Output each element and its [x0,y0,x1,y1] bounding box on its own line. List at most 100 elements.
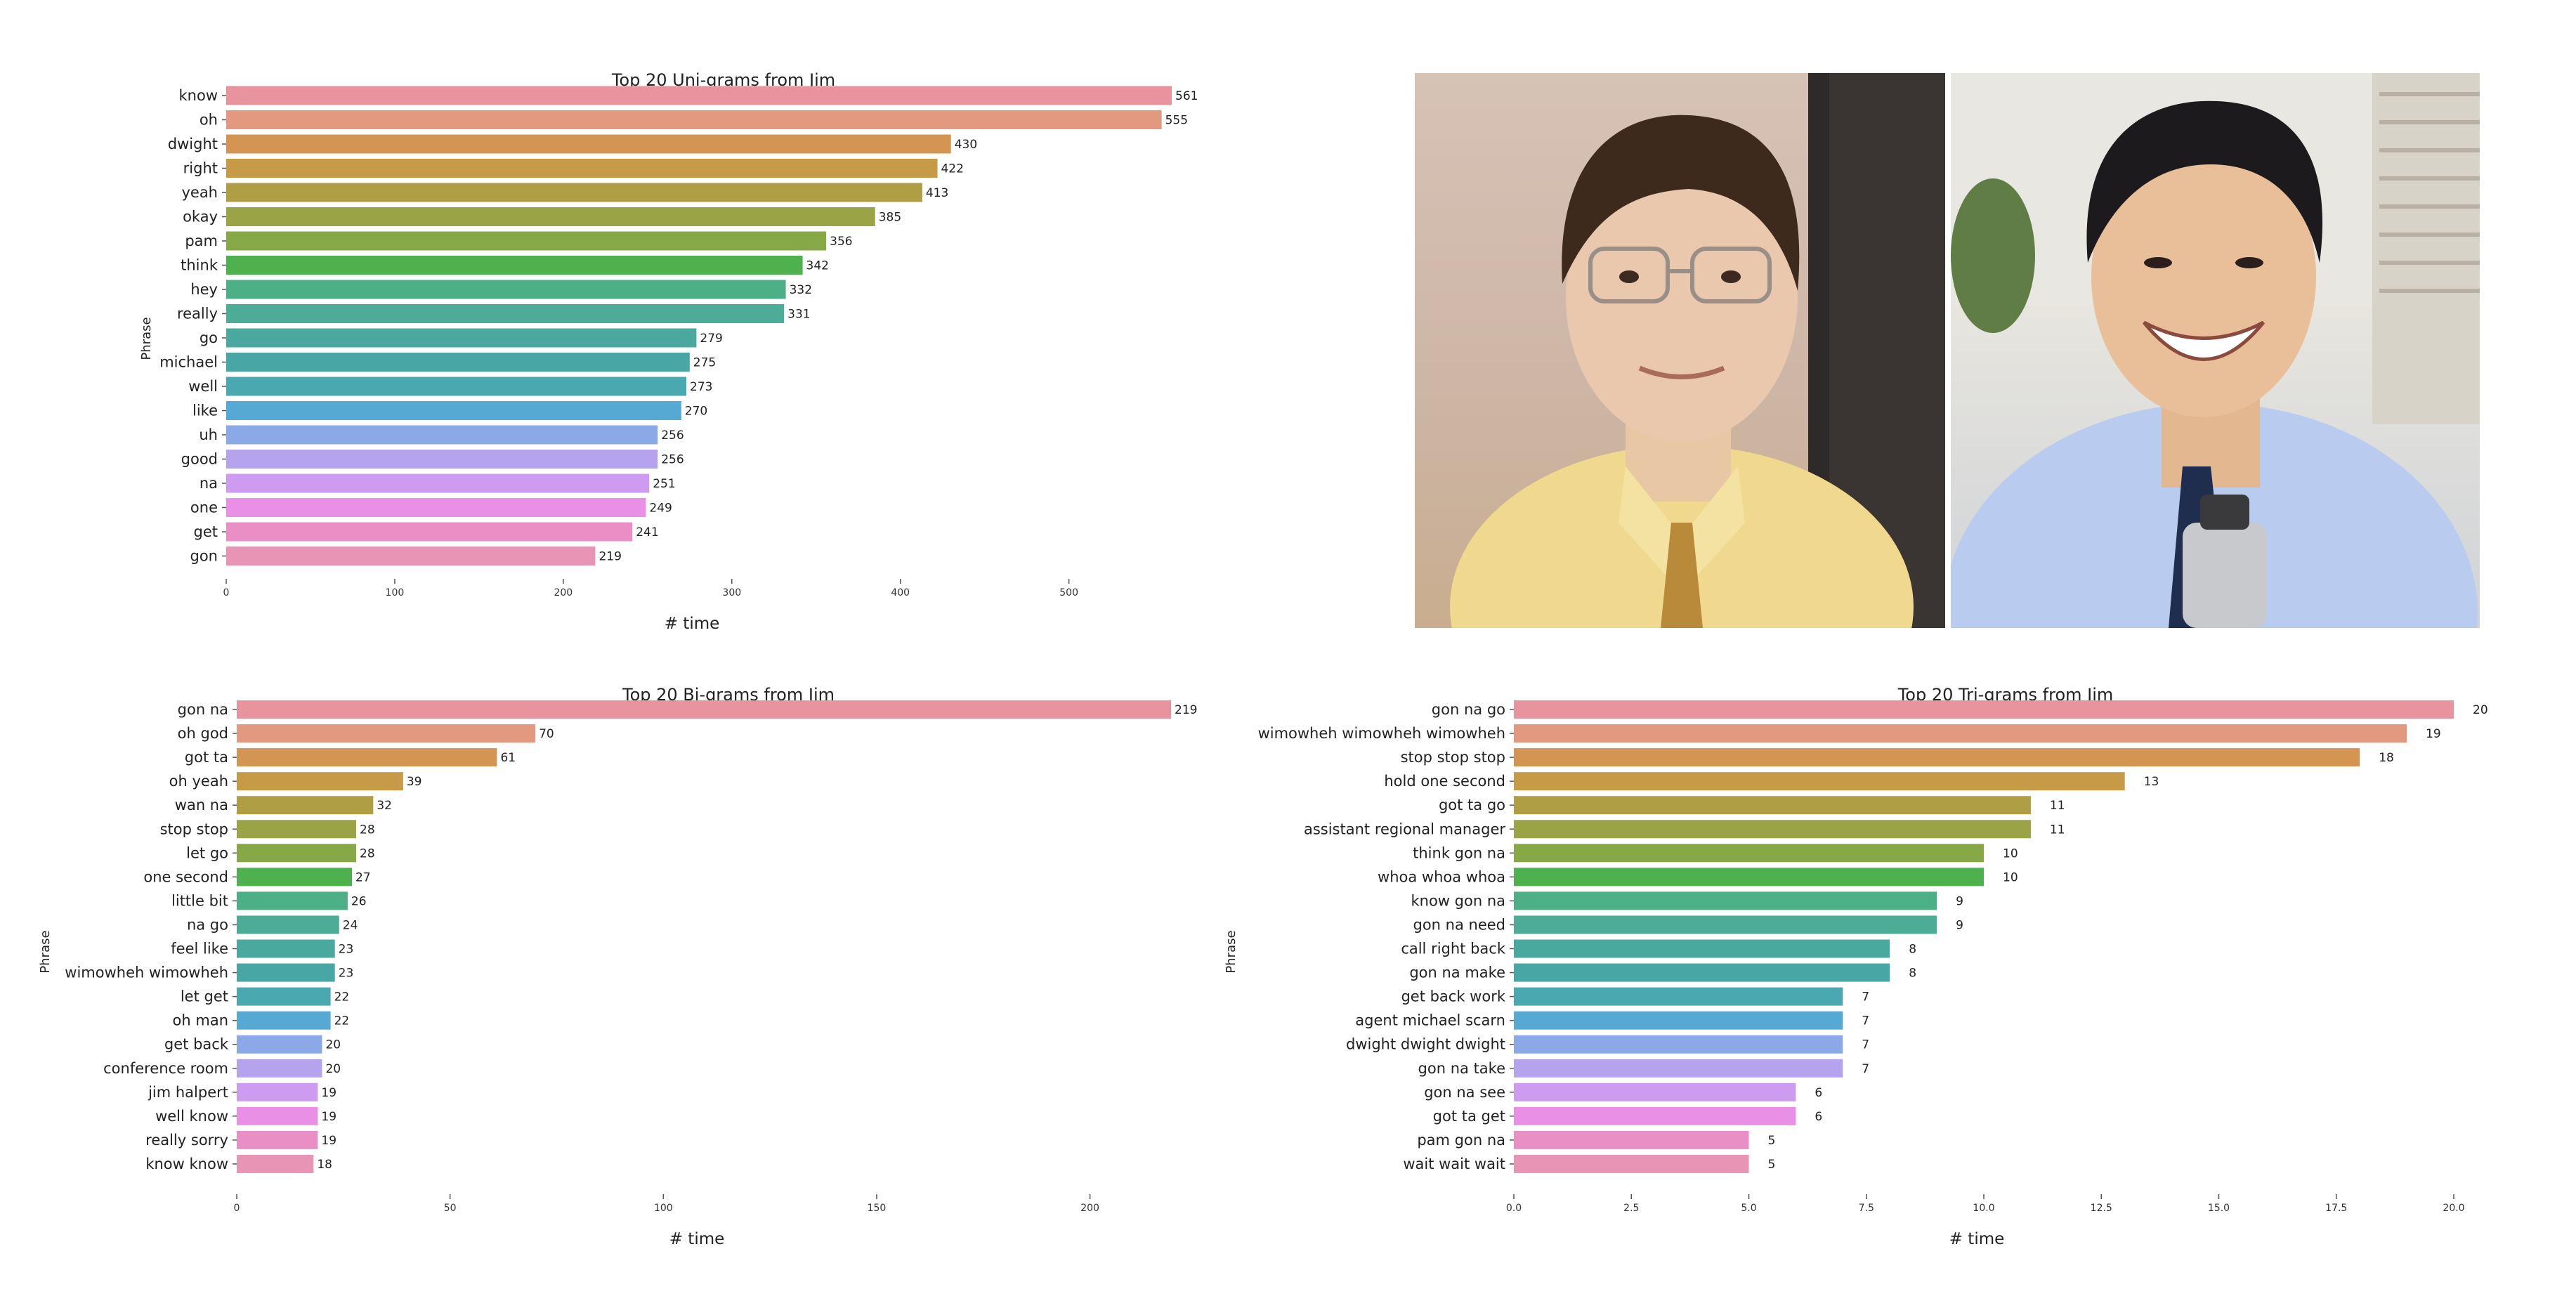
data-label: 18 [2379,751,2394,765]
data-label: 11 [2050,823,2065,837]
data-label: 275 [693,356,716,370]
category-label: dwight [168,136,218,152]
data-label: 555 [1165,114,1188,128]
data-label: 22 [334,990,350,1005]
x-tick-label: 20.0 [2443,1203,2464,1214]
data-label: 561 [1175,89,1198,103]
data-label: 19 [321,1110,336,1124]
bar [1514,939,1890,958]
bar [1514,724,2407,743]
category-label: think [181,257,218,274]
bar [226,110,1162,129]
data-label: 279 [700,332,722,346]
bar [237,1011,331,1030]
data-label: 273 [690,380,712,394]
bar [237,1035,322,1054]
category-label: good [181,451,218,468]
category-label: let get [181,988,228,1005]
data-label: 8 [1909,967,1916,981]
category-label: know know [145,1156,228,1172]
data-label: 28 [360,846,375,861]
x-tick-label: 0 [234,1203,240,1214]
photo-right [1951,73,2480,628]
category-label: call right back [1401,941,1506,957]
bar [226,547,596,565]
category-label: gon na need [1413,916,1506,933]
bar [237,939,335,958]
data-label: 10 [2003,846,2018,861]
person-portrait-icon [1450,73,1945,628]
category-label: gon na [178,701,228,718]
data-label: 20 [325,1062,341,1076]
bar [237,724,536,743]
bar [1514,772,2125,791]
data-label: 5 [1768,1158,1776,1172]
data-label: 26 [351,894,367,908]
category-label: dwight dwight dwight [1346,1036,1505,1053]
data-label: 19 [321,1086,336,1100]
data-label: 422 [941,162,963,176]
bar [237,1059,322,1078]
person-portrait-icon [1951,73,2480,628]
x-tick-label: 17.5 [2325,1203,2347,1214]
category-label: wimowheh wimowheh [65,964,228,981]
bar [237,1154,314,1173]
data-label: 430 [955,138,977,152]
bar [237,1130,318,1149]
bigram-chart: Top 20 Bi-grams from Jim gon na 219 oh god 7… [0,653,1236,1286]
bar [226,159,938,178]
x-tick-label: 50 [444,1203,457,1214]
bar [1514,868,1984,887]
bar [1514,796,2031,815]
data-label: 256 [661,429,684,443]
bar [237,963,335,982]
data-label: 332 [790,283,812,297]
x-tick-label: 12.5 [2091,1203,2112,1214]
data-label: 9 [1956,894,1963,908]
category-label: got ta [185,749,228,766]
category-label: gon [190,548,218,565]
category-label: one [190,499,218,516]
data-label: 7 [1862,990,1869,1005]
category-label: got ta go [1439,797,1505,813]
data-label: 6 [1815,1086,1822,1100]
data-label: 28 [360,823,375,837]
data-label: 6 [1815,1110,1822,1124]
data-label: 39 [407,775,422,789]
category-label: let go [186,844,228,861]
category-label: wait wait wait [1403,1156,1505,1172]
data-label: 70 [539,727,554,741]
category-label: pam gon na [1417,1132,1505,1149]
x-tick-label: 200 [554,587,573,599]
category-label: get [194,523,218,540]
bar [226,207,875,226]
category-label: like [192,403,218,419]
x-tick-label: 400 [891,587,910,599]
category-label: michael [159,354,218,371]
category-label: feel like [171,941,228,957]
data-label: 219 [1175,703,1197,717]
category-label: gon na take [1418,1060,1505,1077]
x-tick-label: 2.5 [1623,1203,1639,1214]
data-label: 24 [343,918,358,932]
category-label: gon na see [1424,1084,1505,1101]
bar [1514,963,1890,982]
bar [226,256,803,275]
bar [1514,1106,1796,1125]
trigram-chart: Top 20 Tri-grams from Jim gon na go 20 wimo… [1208,653,2557,1286]
data-label: 241 [636,525,658,539]
category-label: whoa whoa whoa [1378,868,1505,885]
bar [226,328,697,348]
data-label: 219 [599,550,621,564]
category-label: jim halpert [148,1084,228,1101]
data-label: 13 [2144,775,2159,789]
data-label: 32 [377,799,392,813]
data-label: 413 [926,186,948,200]
bar [226,304,785,323]
category-label: right [183,160,218,177]
category-label: got ta get [1433,1108,1505,1125]
bar [226,522,633,542]
x-axis-label: # time [665,615,720,633]
bar [226,280,786,299]
